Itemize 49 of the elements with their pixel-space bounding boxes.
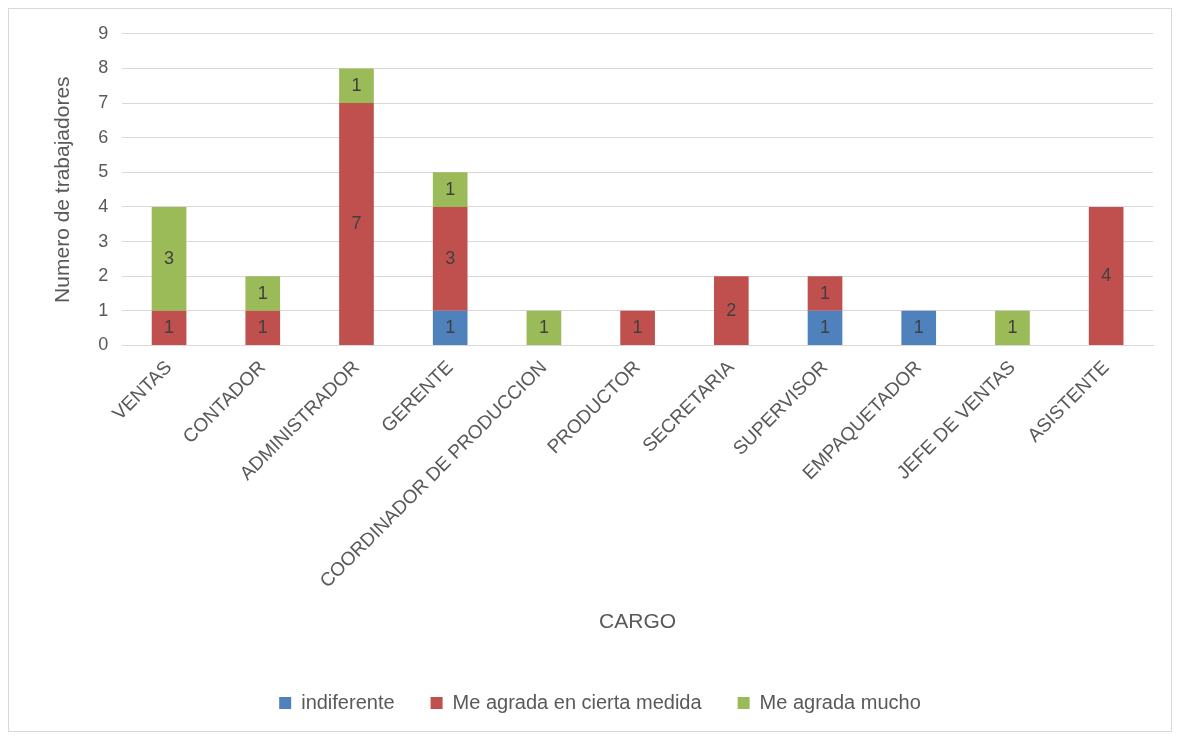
bar: [526, 310, 562, 345]
legend-label: indiferente: [301, 690, 395, 713]
bar: [339, 103, 374, 345]
bar: [432, 310, 468, 345]
legend-label: Me agrada en cierta medida: [452, 690, 703, 713]
y-tick-label: 6: [98, 126, 109, 147]
y-tick-label: 8: [98, 57, 109, 78]
bar: [245, 310, 281, 345]
y-tick-label: 4: [98, 195, 109, 216]
bar: [339, 68, 374, 104]
bar: [620, 310, 655, 345]
y-tick-label: 7: [98, 92, 109, 113]
data-label: 1: [820, 316, 831, 337]
bar: [807, 276, 843, 311]
y-tick-label: 0: [98, 334, 109, 355]
bar: [901, 310, 937, 345]
data-label: 1: [1007, 316, 1018, 337]
data-label: 7: [351, 212, 362, 233]
bar: [151, 206, 187, 311]
data-label: 1: [257, 282, 268, 303]
data-label: 3: [164, 247, 175, 268]
data-label: 2: [726, 299, 737, 320]
bar: [432, 206, 468, 311]
bar: [432, 172, 468, 207]
y-tick-label: 3: [98, 230, 109, 251]
data-label: 1: [632, 316, 643, 337]
x-axis-title: CARGO: [599, 609, 677, 633]
data-label: 1: [913, 316, 924, 337]
y-tick-label: 1: [98, 299, 109, 320]
y-tick-label: 5: [98, 161, 109, 182]
y-axis-title: Numero de trabajadores: [50, 76, 74, 303]
bar: [151, 310, 187, 345]
data-label: 1: [164, 316, 175, 337]
data-label: 1: [445, 316, 456, 337]
y-tick-label: 2: [98, 265, 109, 286]
data-label: 1: [538, 316, 549, 337]
bar: [1088, 206, 1124, 345]
y-tick-label: 9: [98, 22, 109, 43]
data-label: 3: [445, 247, 456, 268]
data-label: 4: [1101, 264, 1112, 285]
data-label: 1: [445, 178, 456, 199]
data-label: 1: [351, 74, 362, 95]
bar: [713, 276, 749, 345]
legend-label: Me agrada mucho: [759, 690, 921, 713]
bar: [807, 310, 843, 345]
bar: [245, 276, 281, 311]
bar: [995, 310, 1030, 345]
data-label: 1: [820, 282, 831, 303]
data-label: 1: [257, 316, 268, 337]
